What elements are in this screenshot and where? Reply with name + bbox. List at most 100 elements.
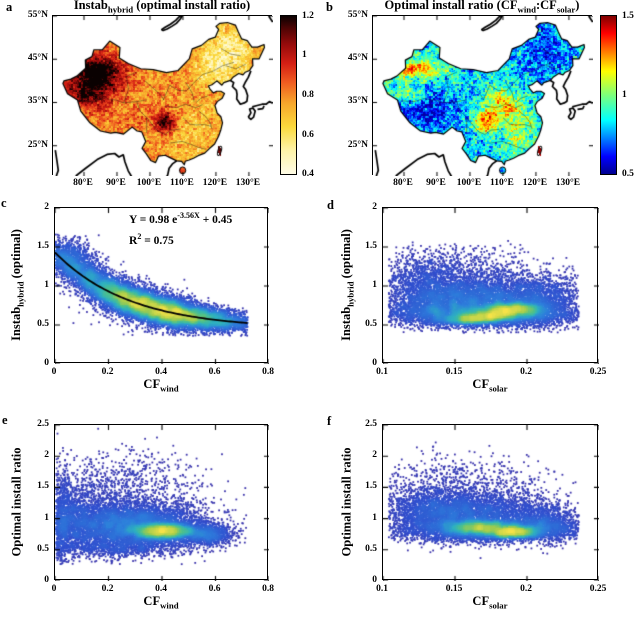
y-tick-label: 1 (372, 512, 377, 523)
x-tick-label: 0 (51, 584, 57, 594)
panel-f-plot-area (382, 424, 599, 581)
map-x-tick-label: 90°E (106, 178, 126, 188)
panel-f-y-axis-label: Optimal install ratio (340, 447, 355, 556)
y-tick-label: 1.5 (37, 481, 49, 492)
y-tick-label: 0.5 (365, 543, 377, 554)
panel-e-plot-area (54, 424, 269, 581)
text-run: Y = 0.98 e (129, 213, 178, 226)
y-tick-label: 0 (372, 358, 377, 368)
x-tick-label: 0.25 (589, 367, 607, 377)
panel-e-y-axis-label: Optimal install ratio (10, 447, 25, 556)
panel-b-map-area (372, 15, 593, 176)
subscript: hybrid (345, 281, 356, 307)
panel-a-map-canvas (53, 16, 273, 176)
map-x-tick-label: 130°E (235, 178, 261, 188)
map-y-tick-label: 55°N (347, 10, 368, 20)
panel-d-letter: d (327, 198, 334, 212)
y-tick-label: 2.5 (37, 419, 49, 429)
panel-f-letter: f (327, 414, 332, 428)
x-tick-label: 0 (51, 367, 57, 377)
x-tick-label: 0.1 (376, 367, 388, 377)
panel-d-scatter-canvas (383, 208, 599, 364)
panel-a-colorbar (280, 15, 297, 175)
x-tick-label: 0.6 (208, 584, 221, 594)
map-x-tick-label: 80°E (393, 178, 413, 188)
y-tick-label: 1.5 (365, 481, 377, 492)
colorbar-tick-label: 0.6 (302, 130, 314, 140)
map-y-tick-label: 35°N (27, 96, 48, 107)
map-x-tick-label: 120°E (522, 178, 548, 188)
map-y-tick-label: 25°N (27, 139, 48, 150)
panel-c-letter: c (1, 196, 7, 210)
panel-d-plot-area (382, 207, 599, 364)
subscript: wind (160, 383, 179, 394)
y-tick-label: 0.5 (365, 319, 377, 329)
y-tick-label: 0.5 (37, 319, 49, 329)
subscript: solar (489, 600, 508, 611)
x-tick-label: 0.15 (445, 367, 463, 377)
map-y-tick-label: 25°N (347, 139, 368, 150)
y-tick-label: 1 (44, 280, 49, 290)
x-tick-label: 0.25 (589, 584, 607, 594)
y-tick-label: 1.5 (37, 241, 49, 251)
y-tick-label: 2 (372, 202, 377, 212)
text-run: ) (575, 0, 580, 12)
map-x-tick-label: 120°E (202, 178, 228, 188)
subscript: solar (489, 383, 508, 394)
colorbar-tick-label: 0.8 (302, 90, 314, 100)
colorbar-tick-label: 1 (302, 50, 307, 60)
superscript: -3.56X (177, 211, 200, 220)
x-tick-label: 0.15 (445, 584, 463, 594)
subscript: solar (556, 4, 576, 15)
panel-a-title: Instabhybrid (optimal install ratio) (16, 0, 308, 15)
subscript: hybrid (15, 281, 26, 307)
text-run: Instab (8, 306, 23, 341)
panel-f-x-axis-label: CFsolar (472, 594, 507, 611)
map-x-tick-label: 110°E (490, 178, 514, 188)
map-x-tick-label: 100°E (456, 178, 482, 188)
text-run: (optimal) (8, 229, 23, 282)
fit-r-squared-text: R2 = 0.75 (129, 232, 174, 247)
text-run: = 0.75 (141, 234, 174, 247)
x-tick-label: 0.4 (155, 367, 167, 377)
y-tick-label: 1 (372, 280, 377, 290)
panel-b-letter: b (326, 0, 333, 14)
text-run: :CF (535, 0, 557, 12)
x-tick-label: 0.2 (520, 584, 532, 594)
panel-c-scatter-canvas (55, 208, 269, 364)
text-run: Instab (338, 306, 353, 341)
y-tick-label: 1 (44, 512, 49, 523)
y-tick-label: 0 (44, 575, 49, 585)
subscript: wind (160, 600, 179, 611)
panel-b-map-canvas (373, 16, 593, 176)
text-run: + 0.45 (199, 213, 233, 226)
panel-e-x-axis-label: CFwind (143, 594, 178, 611)
fit-equation-text: Y = 0.98 e-3.56X + 0.45 (129, 211, 232, 226)
panel-b-colorbar (600, 15, 617, 175)
map-y-tick-label: 45°N (347, 53, 368, 64)
text-run: Optimal install ratio (339, 447, 354, 557)
panel-a-map-area (52, 15, 273, 176)
map-y-tick-label: 45°N (27, 53, 48, 64)
panel-c-plot-area (54, 207, 269, 364)
y-tick-label: 1.5 (365, 241, 377, 251)
x-tick-label: 0.2 (101, 584, 114, 594)
panel-f-scatter-canvas (383, 425, 599, 581)
panel-d-x-axis-label: CFsolar (472, 377, 507, 394)
x-tick-label: 0.8 (262, 367, 274, 377)
colorbar-tick-label: 1 (622, 90, 627, 100)
text-run: CF (143, 377, 161, 391)
map-x-tick-label: 90°E (426, 178, 446, 188)
colorbar-tick-label: 1.5 (622, 11, 634, 21)
colorbar-tick-label: 0.4 (302, 169, 314, 179)
text-run: Optimal install ratio (9, 447, 24, 557)
y-tick-label: 0 (372, 575, 377, 585)
text-run: CF (472, 594, 490, 608)
y-tick-label: 2.5 (365, 419, 377, 429)
panel-d-y-axis-label: Instabhybrid (optimal) (339, 229, 356, 341)
map-y-tick-label: 55°N (27, 10, 48, 20)
